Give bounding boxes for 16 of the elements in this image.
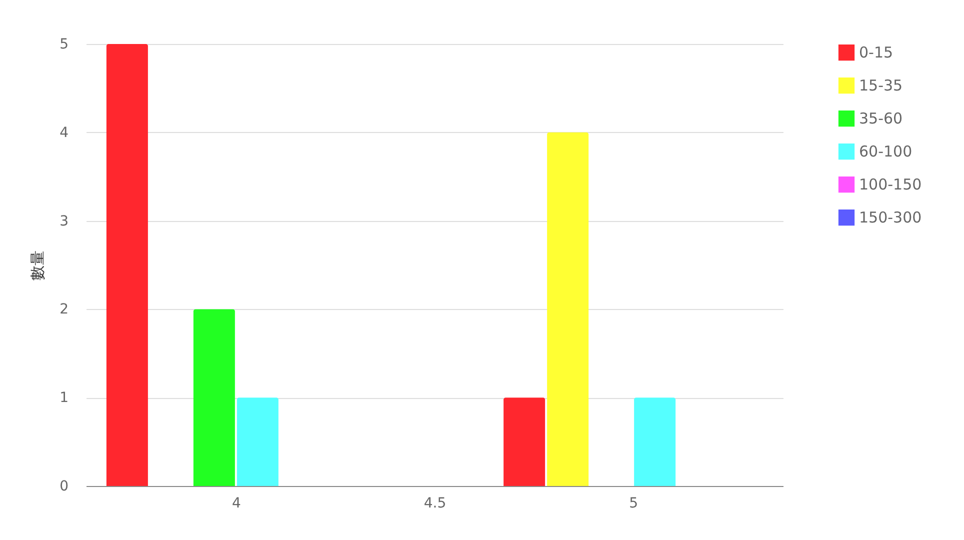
- y-axis-title: 數量: [28, 250, 47, 280]
- y-tick-label: 1: [60, 390, 68, 406]
- x-tick-label: 5: [629, 496, 638, 512]
- y-tick-label: 4: [60, 124, 69, 141]
- legend-label: 15-35: [859, 76, 903, 94]
- x-tick-label: 4: [232, 496, 241, 512]
- y-tick-label: 2: [60, 302, 68, 318]
- legend-label: 100-150: [859, 176, 922, 194]
- legend-label: 60-100: [859, 142, 912, 160]
- y-tick-label: 0: [60, 478, 68, 494]
- legend-label: 35-60: [859, 110, 903, 128]
- y-tick-label: 3: [60, 213, 68, 230]
- x-tick-label: 4.5: [424, 496, 446, 512]
- legend-label: 0-15: [859, 44, 894, 62]
- legend-label: 150-300: [859, 208, 922, 226]
- y-tick-label: 5: [60, 36, 68, 52]
